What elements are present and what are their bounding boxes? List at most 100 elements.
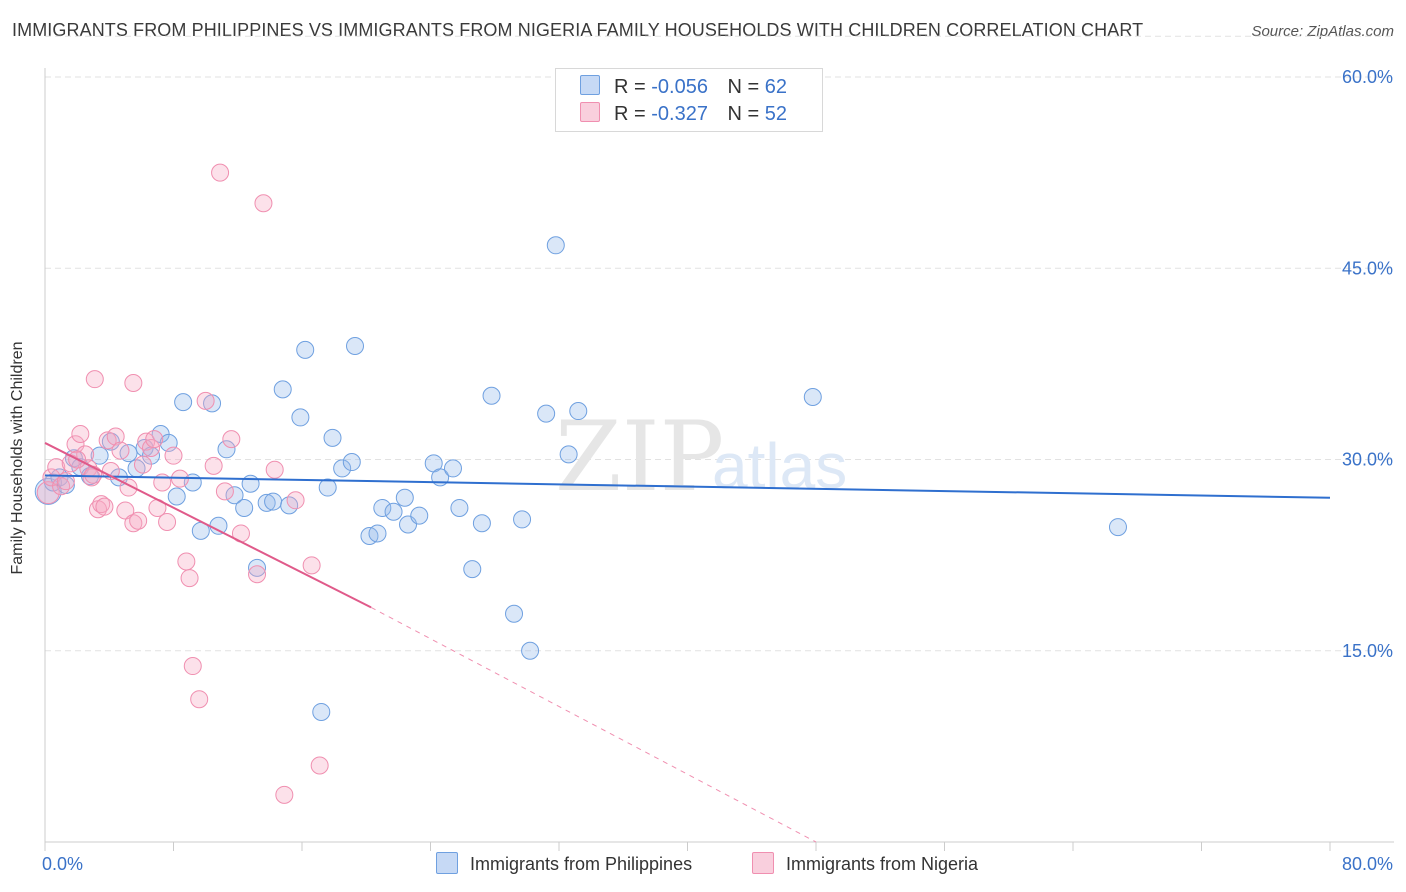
x-tick-label: 80.0% <box>1342 854 1393 874</box>
philippines-trendline <box>44 474 1331 499</box>
nigeria-point <box>158 512 177 531</box>
philippines-point <box>318 478 337 497</box>
nigeria-point <box>211 163 230 182</box>
philippines-point <box>235 498 254 517</box>
nigeria-point <box>85 370 104 389</box>
chart-title: IMMIGRANTS FROM PHILIPPINES VS IMMIGRANT… <box>12 20 1144 40</box>
philippines-point <box>346 337 365 356</box>
nigeria-point <box>133 455 152 474</box>
n-value-nigeria: 52 <box>764 103 788 125</box>
nigeria-point <box>56 472 75 491</box>
x-tick-label: 0.0% <box>42 854 83 874</box>
philippines-point <box>312 702 331 721</box>
nigeria-point <box>275 785 294 804</box>
nigeria-point <box>129 511 148 530</box>
nigeria-point <box>302 556 321 575</box>
nigeria-point <box>180 569 199 588</box>
philippines-point <box>257 493 276 512</box>
philippines-point <box>521 641 540 660</box>
philippines-point <box>209 516 228 535</box>
r-value-nigeria: -0.327 <box>651 103 708 125</box>
nigeria-point <box>52 477 71 496</box>
philippines-point <box>248 558 267 577</box>
nigeria-point <box>95 497 114 516</box>
philippines-point <box>342 453 361 472</box>
philippines-point <box>472 514 491 533</box>
philippines-point <box>450 498 469 517</box>
philippines-swatch <box>580 75 600 95</box>
nigeria-point <box>84 465 103 484</box>
philippines-point <box>463 560 482 579</box>
y-tick-label: 15.0% <box>1342 641 1393 661</box>
y-tick-label: 45.0% <box>1342 258 1393 278</box>
philippines-point <box>167 487 186 506</box>
philippines-point <box>559 445 578 464</box>
philippines-point <box>217 440 236 459</box>
r-value-philippines: -0.056 <box>651 76 708 98</box>
nigeria-point <box>222 430 241 449</box>
legend-label-philippines: Immigrants from Philippines <box>470 854 693 874</box>
y-tick-label: 60.0% <box>1342 67 1393 87</box>
philippines-point <box>443 459 462 478</box>
nigeria-point <box>145 430 164 449</box>
y-axis-label: Family Households with Children <box>9 341 26 575</box>
nigeria-point <box>36 481 60 505</box>
legend-row-philippines: R = -0.056 N = 62 <box>580 75 787 99</box>
nigeria-point <box>265 460 284 479</box>
legend-label-nigeria: Immigrants from Nigeria <box>786 854 979 874</box>
philippines-point <box>174 393 193 412</box>
bottom-legend-nigeria: Immigrants from Nigeria <box>752 852 978 876</box>
r-label: R = <box>614 76 646 98</box>
axes <box>44 68 1394 851</box>
philippines-point <box>323 428 342 447</box>
philippines-point <box>569 402 588 421</box>
n-value-philippines: 62 <box>764 76 788 98</box>
philippines-point <box>296 340 315 359</box>
nigeria-point <box>204 456 223 475</box>
nigeria-point <box>106 427 125 446</box>
philippines-point <box>291 408 310 427</box>
philippines-point <box>264 492 283 511</box>
nigeria-point <box>111 441 130 460</box>
nigeria-swatch <box>752 852 774 874</box>
r-label: R = <box>614 103 646 125</box>
philippines-swatch <box>436 852 458 874</box>
nigeria-point <box>92 495 111 514</box>
bottom-legend-philippines: Immigrants from Philippines <box>436 852 692 876</box>
n-label: N = <box>727 76 760 98</box>
philippines-point <box>803 388 822 407</box>
watermark-zip: ZIP <box>555 401 724 513</box>
nigeria-point <box>71 425 90 443</box>
philippines-point <box>368 524 387 543</box>
nigeria-point <box>215 482 234 501</box>
gridlines <box>45 35 1394 652</box>
philippines-point <box>225 486 244 505</box>
nigeria-point <box>196 391 215 410</box>
philippines-point <box>1108 518 1127 537</box>
watermark-atlas: atlas <box>712 430 847 502</box>
nigeria-point <box>190 690 209 709</box>
tick-labels: 15.0% 30.0% 45.0% 60.0% 0.0% 80.0% <box>42 67 1393 874</box>
philippines-point <box>537 404 556 423</box>
philippines-point <box>505 604 524 623</box>
philippines-point <box>513 510 532 529</box>
philippines-point <box>410 506 429 525</box>
nigeria-point <box>254 194 273 213</box>
nigeria-point <box>310 756 329 775</box>
series-nigeria <box>36 163 329 804</box>
philippines-point <box>546 236 565 255</box>
nigeria-point <box>183 657 202 676</box>
nigeria-swatch <box>580 102 600 122</box>
correlation-legend: R = -0.056 N = 62 R = -0.327 N = 52 <box>555 68 823 132</box>
nigeria-point <box>124 374 143 392</box>
philippines-point <box>333 459 352 478</box>
nigeria-point <box>248 565 267 584</box>
series-philippines <box>34 236 1127 721</box>
nigeria-point <box>164 446 183 465</box>
y-tick-label: 30.0% <box>1342 450 1393 470</box>
nigeria-point <box>116 501 135 520</box>
philippines-point <box>482 386 501 405</box>
philippines-point <box>384 502 403 521</box>
nigeria-trendline <box>44 442 372 609</box>
